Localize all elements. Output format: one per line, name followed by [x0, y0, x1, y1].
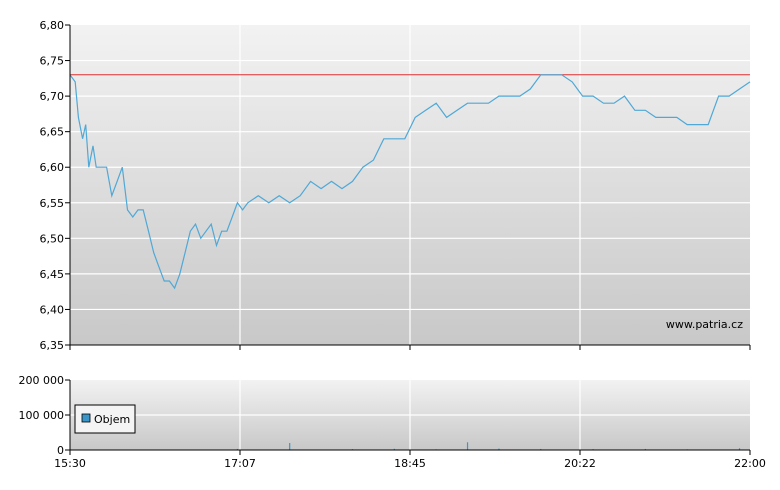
volume-y-axis: 200 000 100 000 0	[19, 374, 70, 457]
price-y-tick-label: 6,80	[40, 19, 65, 32]
volume-bar	[393, 448, 395, 450]
x-tick-label: 22:00	[734, 457, 766, 470]
volume-bar	[644, 448, 646, 450]
x-tick-label: 20:22	[564, 457, 596, 470]
volume-y-tick-label: 200 000	[19, 374, 65, 387]
x-tick-label: 17:07	[224, 457, 256, 470]
price-series-line	[69, 74, 751, 290]
x-tick-label: 18:45	[394, 457, 426, 470]
volume-bar	[289, 443, 291, 450]
price-y-tick-label: 6,70	[40, 90, 65, 103]
price-grid	[70, 25, 750, 345]
legend-swatch	[81, 413, 91, 423]
price-y-tick-label: 6,45	[40, 268, 65, 281]
price-x-ticks	[69, 345, 751, 350]
legend-label: Objem	[94, 413, 130, 426]
volume-y-tick-label: 0	[57, 444, 64, 457]
volume-bar	[498, 448, 500, 450]
price-y-tick-label: 6,35	[40, 339, 65, 352]
volume-bar	[236, 448, 238, 450]
price-y-tick-label: 6,50	[40, 232, 65, 245]
x-tick-label: 15:30	[54, 457, 86, 470]
volume-grid	[70, 380, 750, 450]
legend: Objem	[74, 404, 136, 434]
volume-x-axis: 15:30 17:07 18:45 20:22 22:00	[54, 450, 766, 470]
price-y-tick-label: 6,65	[40, 126, 65, 139]
volume-bar	[540, 448, 542, 450]
volume-y-tick-label: 100 000	[19, 409, 65, 422]
price-y-axis: 6,80 6,75 6,70 6,65 6,60 6,55 6,50 6,45 6,40 6,35	[40, 19, 70, 352]
price-panel: 6,80 6,75 6,70 6,65 6,60 6,55 6,50 6,45 6,40 6,35…	[40, 19, 751, 352]
price-y-tick-label: 6,75	[40, 55, 65, 68]
price-y-tick-label: 6,40	[40, 303, 65, 316]
volume-panel: 200 000 100 000 0 15:30 17:07 18:45 20:22 22:0…	[19, 374, 766, 470]
price-y-tick-label: 6,55	[40, 197, 65, 210]
volume-bar	[466, 442, 469, 450]
price-y-tick-label: 6,60	[40, 161, 65, 174]
watermark: www.patria.cz	[666, 318, 743, 331]
volume-bar	[738, 448, 741, 450]
